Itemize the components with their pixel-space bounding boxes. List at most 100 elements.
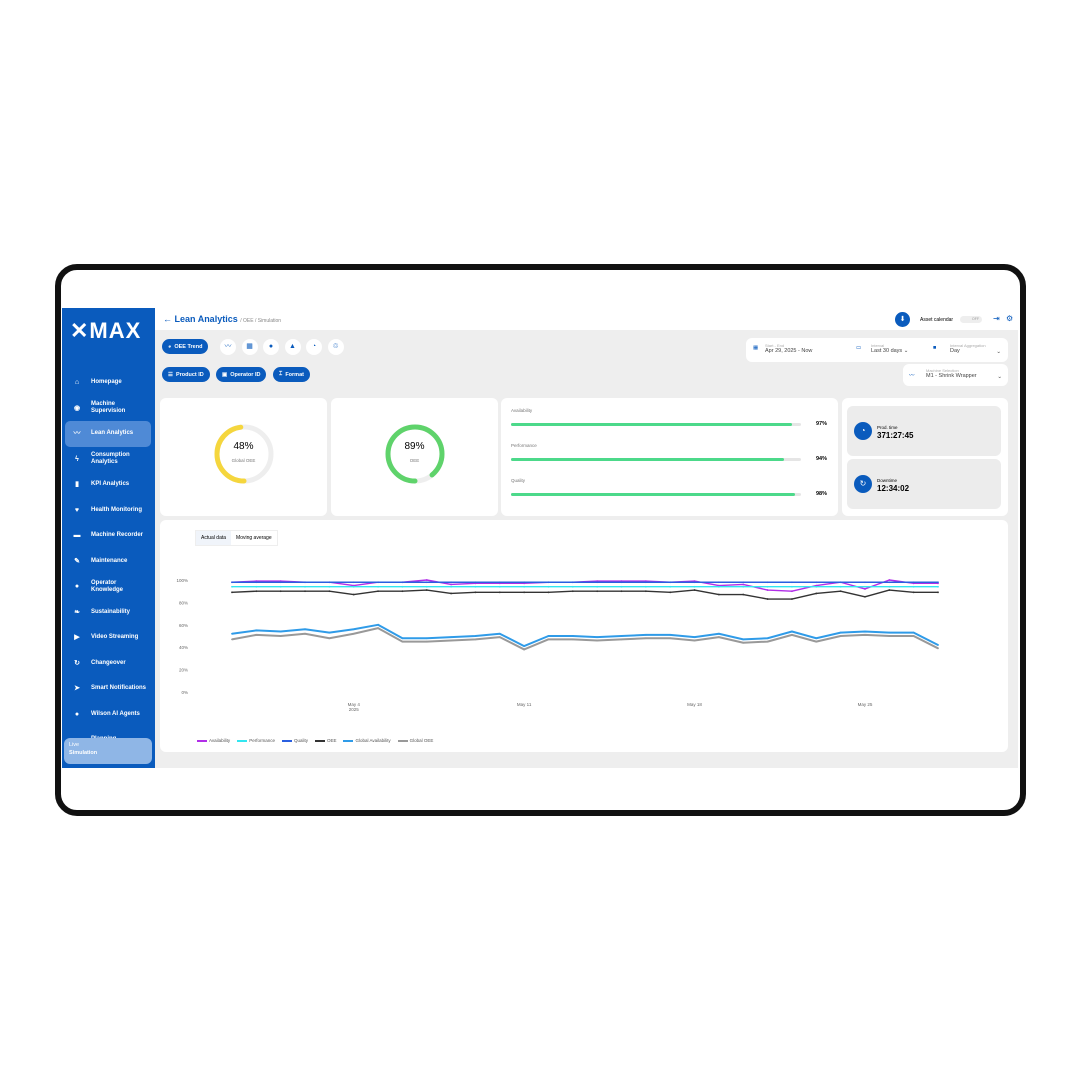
- downtime-stat: ↻ Downtime 12:34:02: [847, 459, 1001, 509]
- data-point: [693, 639, 696, 642]
- sidebar-item-changeover[interactable]: ↻ Changeover: [65, 651, 151, 677]
- simulation-mode[interactable]: Live Simulation: [64, 738, 152, 764]
- sidebar-item-homepage[interactable]: ⌂ Homepage: [65, 370, 151, 396]
- data-point: [450, 581, 453, 584]
- line-chart-view-button[interactable]: 〰: [220, 339, 236, 355]
- sidebar-item-label: Machine Supervision: [91, 401, 126, 415]
- availability-bar: [511, 423, 801, 426]
- data-point: [864, 588, 866, 590]
- data-point: [377, 623, 379, 626]
- recorder-icon: ▬: [73, 532, 81, 540]
- data-point: [523, 581, 526, 584]
- sidebar-item-sustainability[interactable]: ❧ Sustainability: [65, 600, 151, 626]
- data-point: [815, 637, 818, 640]
- product-id-button[interactable]: ☰ Product ID: [162, 367, 210, 382]
- data-point: [352, 585, 355, 588]
- quality-label: Quality: [511, 478, 526, 483]
- data-point: [766, 581, 769, 584]
- data-point: [596, 590, 599, 593]
- data-point: [498, 591, 501, 594]
- gear-icon[interactable]: ⚙: [1006, 314, 1014, 323]
- data-point: [912, 635, 915, 637]
- data-point: [401, 640, 404, 643]
- triangle-view-button[interactable]: ▲: [284, 339, 301, 355]
- oee-trend-chart: 100% 80% 60% 40% 20% 0% May 4 2025 May 11 May 18 M…: [176, 578, 939, 712]
- data-point: [766, 585, 769, 588]
- legend-item[interactable]: Quality: [281, 738, 308, 743]
- data-point: [742, 581, 745, 584]
- tab-actual-data[interactable]: Actual data: [196, 531, 232, 545]
- oee-trend-button[interactable]: ◕ OEE Trend: [162, 339, 209, 354]
- sidebar-item-kpi-analytics[interactable]: ▮ KPI Analytics: [65, 472, 151, 498]
- time-stats-card: ◔ Prod. time 371:27:45 ↻ Downtime 12:34:02: [842, 398, 1008, 516]
- sidebar-item-maintenance[interactable]: ✎ Maintenance: [65, 549, 151, 575]
- data-point: [888, 585, 891, 588]
- data-point: [620, 590, 623, 593]
- data-point: [717, 585, 720, 588]
- legend-item[interactable]: Availability: [197, 738, 230, 743]
- sidebar-item-video-streaming[interactable]: ▶ Video Streaming: [65, 625, 151, 651]
- y-tick-label: 20%: [179, 668, 188, 673]
- data-point: [304, 632, 306, 635]
- data-point: [815, 585, 818, 588]
- data-point: [596, 636, 599, 639]
- sidebar-item-smart-notifications[interactable]: ➤ Smart Notifications: [65, 676, 151, 702]
- data-point: [937, 591, 939, 594]
- recycle-view-button[interactable]: ♲: [327, 339, 344, 355]
- asset-calendar-toggle[interactable]: OFF: [960, 316, 982, 323]
- downtime-icon: ↻: [854, 475, 872, 493]
- legend-item[interactable]: Global Availability: [343, 738, 391, 743]
- data-point: [912, 585, 915, 588]
- format-icon: ⌶: [279, 371, 283, 377]
- sidebar-item-machine-supervision[interactable]: ◉ Machine Supervision: [65, 396, 151, 422]
- triangle-icon: ▲: [289, 343, 296, 350]
- sidebar-item-label: Lean Analytics: [91, 430, 134, 437]
- data-point: [888, 579, 891, 581]
- data-point: [839, 635, 842, 637]
- sidebar-item-operator-knowledge[interactable]: ● Operator Knowledge: [65, 574, 151, 600]
- machine-select[interactable]: 〰 Machine Selection M1 - Shrink Wrapper ⌄: [903, 364, 1008, 386]
- legend-item[interactable]: Performance: [237, 738, 275, 743]
- data-point: [864, 633, 866, 636]
- data-point: [864, 595, 866, 598]
- download-icon[interactable]: ⬇: [895, 312, 910, 327]
- sidebar-item-consumption-analytics[interactable]: ϟ Consumption Analytics: [65, 447, 151, 473]
- data-point: [231, 591, 233, 594]
- legend-item[interactable]: OEE: [314, 738, 336, 743]
- grid-view-button[interactable]: ▦: [241, 339, 258, 355]
- tab-moving-average[interactable]: Moving average: [236, 535, 272, 541]
- trend-icon: 〰: [73, 430, 81, 438]
- back-arrow-icon[interactable]: ←: [163, 314, 175, 324]
- performance-label: Performance: [511, 443, 537, 448]
- format-button[interactable]: ⌶ Format: [273, 367, 310, 382]
- bolt-icon: ϟ: [75, 455, 79, 463]
- data-point: [304, 628, 306, 631]
- sidebar-item-wilson-ai-agents[interactable]: ● Wilson AI Agents: [65, 702, 151, 728]
- logout-icon[interactable]: ⇥: [993, 314, 1000, 323]
- data-point: [912, 581, 915, 584]
- data-point: [547, 581, 550, 584]
- data-point: [571, 638, 574, 641]
- operator-id-button[interactable]: ▣ Operator ID: [216, 367, 267, 382]
- aggregation-select[interactable]: ■ Interval Aggregation Day ⌄: [933, 343, 1001, 355]
- data-point: [377, 627, 379, 630]
- y-tick-label: 100%: [176, 578, 188, 583]
- quality-bar: [511, 493, 801, 496]
- eye-icon: ◉: [73, 404, 81, 412]
- data-point: [255, 633, 258, 636]
- legend-item[interactable]: Global OEE: [397, 738, 433, 743]
- data-point: [328, 637, 331, 640]
- trend-chart-card: Actual data Moving average 100% 80% 60% 40%…: [160, 520, 1008, 752]
- sidebar-item-machine-recorder[interactable]: ▬ Machine Recorder: [65, 523, 151, 549]
- date-filters: ▦ Start - End Apr 29, 2025 - Now ▭ Interval…: [746, 338, 1008, 362]
- data-point: [474, 585, 477, 588]
- pie-view-button[interactable]: ◔: [306, 339, 322, 355]
- circle-view-button[interactable]: ●: [263, 339, 279, 355]
- date-range-field[interactable]: ▦ Start - End Apr 29, 2025 - Now: [753, 343, 813, 354]
- data-point: [425, 579, 428, 581]
- data-point: [766, 589, 769, 591]
- data-point: [620, 581, 623, 584]
- sidebar-item-lean-analytics[interactable]: 〰 Lean Analytics: [65, 421, 151, 447]
- sidebar-item-health-monitoring[interactable]: ♥ Health Monitoring: [65, 498, 151, 524]
- interval-select[interactable]: ▭ Interval Last 30 days ⌄: [856, 343, 909, 354]
